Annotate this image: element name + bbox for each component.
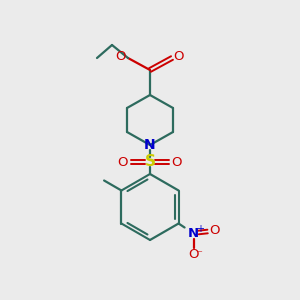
Text: O: O bbox=[174, 50, 184, 64]
Text: O: O bbox=[116, 50, 126, 64]
Text: N: N bbox=[188, 227, 199, 240]
Text: O: O bbox=[118, 155, 128, 169]
Text: O: O bbox=[209, 224, 220, 237]
Text: +: + bbox=[196, 224, 204, 233]
Text: ⁻: ⁻ bbox=[196, 250, 202, 260]
Text: S: S bbox=[145, 154, 155, 169]
Text: O: O bbox=[172, 155, 182, 169]
Text: O: O bbox=[188, 248, 199, 261]
Text: N: N bbox=[144, 138, 156, 152]
